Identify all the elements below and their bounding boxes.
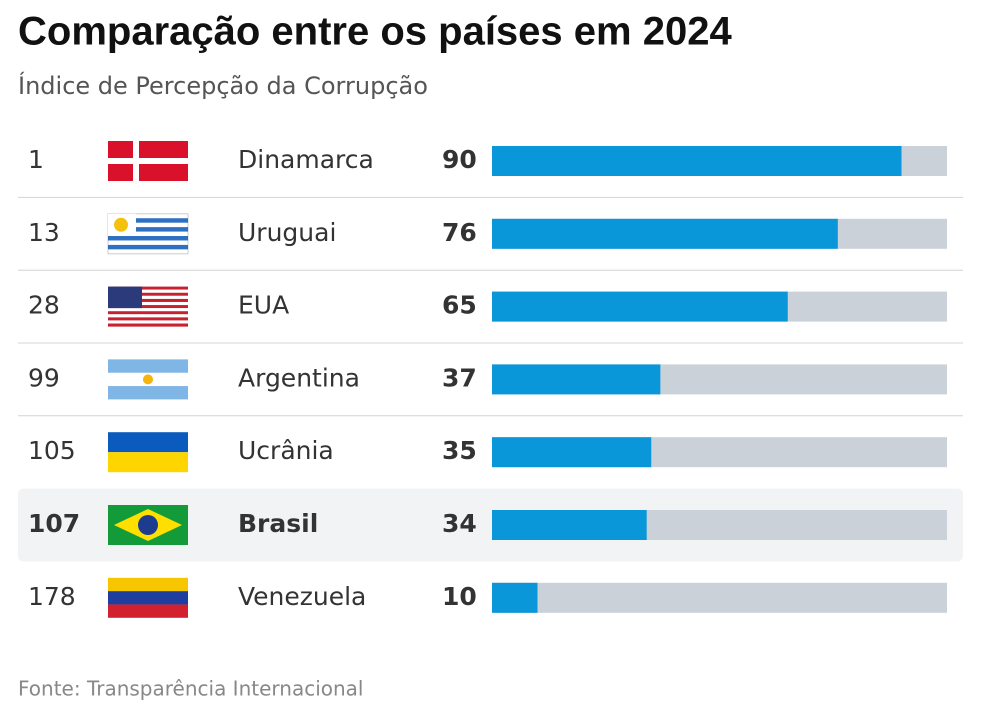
bar	[492, 437, 652, 468]
bar	[492, 364, 661, 395]
flag-part	[108, 244, 188, 250]
country-label: Dinamarca	[238, 145, 374, 174]
flag-part	[108, 591, 188, 605]
bar	[492, 218, 838, 249]
value-label: 76	[442, 218, 477, 247]
flag	[108, 141, 188, 181]
row-highlight	[18, 488, 963, 562]
flag	[108, 432, 188, 473]
rank-label: 28	[28, 291, 60, 320]
flag-part	[138, 515, 158, 535]
bar	[492, 146, 902, 176]
flag	[108, 577, 188, 618]
flag-part	[108, 227, 188, 232]
flag	[108, 286, 188, 327]
flag-part	[108, 314, 188, 318]
flag-part	[108, 323, 188, 327]
bar-track	[492, 582, 947, 613]
country-label: Brasil	[238, 509, 318, 538]
flag-part	[108, 292, 188, 296]
flag-part	[143, 374, 153, 385]
rank-label: 105	[28, 436, 76, 465]
value-label: 37	[442, 363, 477, 392]
value-label: 90	[442, 145, 477, 174]
bar	[492, 291, 788, 322]
rank-label: 13	[28, 218, 60, 247]
flag	[108, 505, 188, 545]
flag-part	[108, 305, 188, 309]
flag-part	[114, 217, 128, 232]
value-label: 35	[442, 436, 477, 465]
flag-part	[108, 311, 188, 315]
flag-part	[108, 289, 188, 293]
flag-part	[108, 317, 188, 321]
flag-part	[108, 577, 188, 592]
country-label: Ucrânia	[238, 436, 334, 465]
rank-label: 99	[28, 363, 60, 392]
flag-part	[108, 158, 188, 164]
flag-part	[108, 452, 188, 473]
flag-part	[108, 236, 188, 241]
flag-part	[108, 432, 188, 453]
flag-part	[108, 308, 188, 312]
country-label: Venezuela	[238, 582, 366, 611]
flag-part	[108, 320, 188, 324]
flag-part	[108, 286, 188, 290]
bar	[492, 510, 647, 540]
chart-title: Comparação entre os países em 2024	[18, 10, 732, 54]
country-label: EUA	[238, 291, 289, 320]
flag	[107, 213, 189, 255]
rank-label: 1	[28, 145, 44, 174]
flag-part	[108, 298, 188, 302]
bar	[492, 582, 538, 613]
flag	[108, 359, 188, 400]
value-label: 10	[442, 582, 477, 611]
country-label: Uruguai	[238, 218, 336, 247]
flag-part	[108, 604, 188, 618]
source-note: Fonte: Transparência Internacional	[18, 677, 363, 701]
rank-label: 178	[28, 582, 76, 611]
value-label: 34	[442, 509, 477, 538]
country-label: Argentina	[238, 363, 360, 392]
value-label: 65	[442, 291, 477, 320]
flag-part	[108, 301, 188, 306]
chart-subtitle: Índice de Percepção da Corrupção	[18, 71, 428, 100]
flag-part	[108, 295, 188, 299]
flag-part	[108, 286, 142, 309]
rank-label: 107	[28, 509, 80, 538]
flag-part	[108, 218, 188, 223]
